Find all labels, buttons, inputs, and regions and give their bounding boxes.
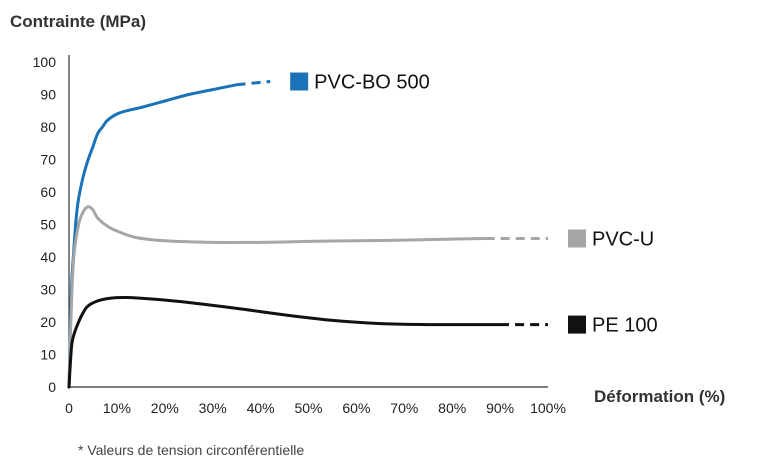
x-tick-label: 90%	[486, 400, 514, 416]
y-tick-labels: 0 10 20 30 40 50 60 70 80 90 100	[33, 54, 57, 395]
x-tick-label: 0	[65, 400, 73, 416]
x-tick-label: 20%	[151, 400, 179, 416]
y-tick-label: 60	[40, 184, 56, 200]
legend-swatch-pvc-bo-500	[290, 72, 309, 91]
legend-swatch-pe-100	[568, 315, 586, 334]
x-tick-label: 50%	[294, 400, 322, 416]
series-dashed-pvc-bo-500	[236, 80, 271, 87]
y-tick-label: 30	[40, 282, 56, 298]
x-tick-label: 80%	[438, 400, 466, 416]
y-tick-label: 50	[40, 217, 56, 233]
y-tick-label: 20	[40, 314, 56, 330]
y-tick-label: 0	[48, 379, 56, 395]
y-tick-label: 40	[40, 249, 56, 265]
x-tick-label: 30%	[199, 400, 227, 416]
series-line-pe-100	[67, 295, 502, 389]
legend-label-pvc-u: PVC-U	[592, 228, 654, 250]
x-tick-label: 40%	[247, 400, 275, 416]
series-line-pvc-bo-500	[67, 83, 239, 389]
y-tick-label: 90	[40, 87, 56, 103]
y-tick-label: 80	[40, 119, 56, 135]
y-tick-label: 100	[33, 54, 57, 70]
series-group	[67, 80, 549, 389]
x-tick-label: 10%	[103, 400, 131, 416]
legend-label-pe-100: PE 100	[592, 315, 658, 337]
x-tick-label: 100%	[530, 400, 566, 416]
x-axis-label: Déformation (%)	[594, 387, 725, 406]
legend: PVC-BO 500 PVC-U PE 100	[290, 72, 658, 337]
y-tick-label: 70	[40, 152, 56, 168]
footnote: * Valeurs de tension circonférentielle	[78, 442, 304, 458]
legend-label-pvc-bo-500: PVC-BO 500	[314, 72, 430, 94]
x-tick-label: 70%	[390, 400, 418, 416]
y-tick-label: 10	[40, 347, 56, 363]
legend-swatch-pvc-u	[568, 229, 586, 248]
y-axis-label: Contrainte (MPa)	[10, 12, 146, 31]
x-tick-label: 60%	[342, 400, 370, 416]
x-tick-labels: 0 10% 20% 30% 40% 50% 60% 70% 80% 90% 100%	[65, 400, 566, 416]
series-line-pvc-u	[67, 205, 488, 389]
